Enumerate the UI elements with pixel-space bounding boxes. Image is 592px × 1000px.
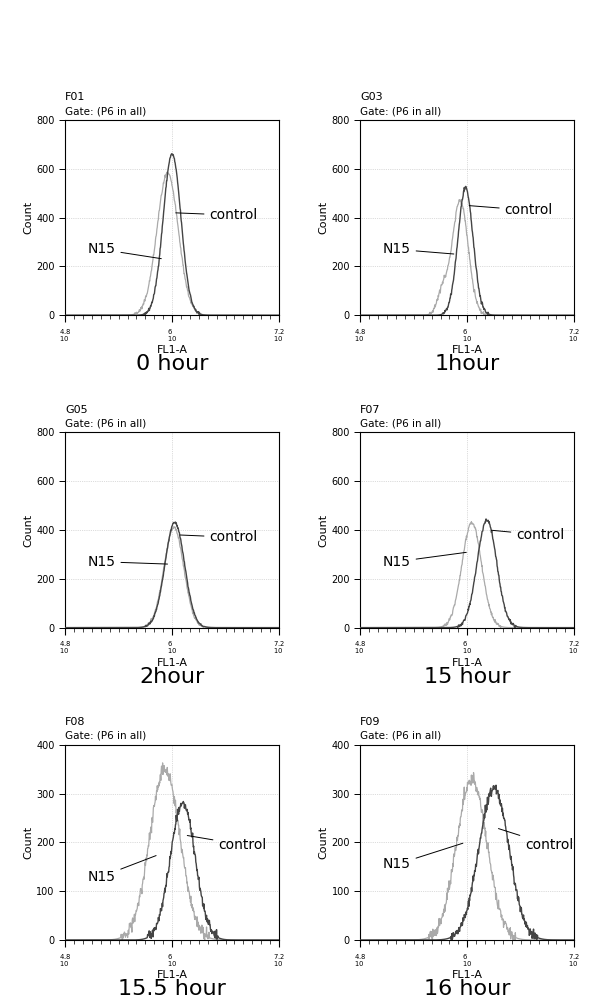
Text: N15: N15	[88, 242, 161, 259]
Y-axis label: Count: Count	[318, 826, 329, 859]
Text: 15 hour: 15 hour	[424, 667, 510, 687]
Text: N15: N15	[88, 555, 168, 569]
Y-axis label: Count: Count	[318, 201, 329, 234]
X-axis label: FL1-A: FL1-A	[156, 658, 188, 668]
Text: 1hour: 1hour	[435, 354, 500, 374]
Text: Gate: (P6 in all): Gate: (P6 in all)	[65, 731, 146, 741]
Y-axis label: Count: Count	[24, 201, 33, 234]
Text: N15: N15	[88, 856, 156, 884]
Text: Gate: (P6 in all): Gate: (P6 in all)	[361, 106, 442, 116]
Y-axis label: Count: Count	[24, 513, 33, 547]
Text: Gate: (P6 in all): Gate: (P6 in all)	[65, 418, 146, 428]
Text: 2hour: 2hour	[140, 667, 205, 687]
Text: control: control	[469, 203, 553, 217]
Text: F09: F09	[361, 717, 381, 727]
X-axis label: FL1-A: FL1-A	[452, 345, 483, 355]
X-axis label: FL1-A: FL1-A	[452, 970, 483, 980]
X-axis label: FL1-A: FL1-A	[452, 658, 483, 668]
Text: N15: N15	[382, 242, 454, 256]
Text: 15.5 hour: 15.5 hour	[118, 979, 226, 999]
Text: control: control	[187, 836, 266, 852]
Text: 0 hour: 0 hour	[136, 354, 208, 374]
Text: Gate: (P6 in all): Gate: (P6 in all)	[361, 731, 442, 741]
Text: control: control	[491, 528, 565, 542]
X-axis label: FL1-A: FL1-A	[156, 970, 188, 980]
Text: F08: F08	[65, 717, 86, 727]
Text: N15: N15	[382, 843, 463, 871]
Text: Gate: (P6 in all): Gate: (P6 in all)	[361, 418, 442, 428]
Text: control: control	[180, 530, 258, 544]
Y-axis label: Count: Count	[24, 826, 33, 859]
Text: Gate: (P6 in all): Gate: (P6 in all)	[65, 106, 146, 116]
X-axis label: FL1-A: FL1-A	[156, 345, 188, 355]
Text: N15: N15	[382, 552, 466, 569]
Text: control: control	[498, 829, 574, 852]
Y-axis label: Count: Count	[318, 513, 329, 547]
Text: F07: F07	[361, 405, 381, 415]
Text: G05: G05	[65, 405, 88, 415]
Text: G03: G03	[361, 92, 383, 102]
Text: 16 hour: 16 hour	[424, 979, 510, 999]
Text: F01: F01	[65, 92, 85, 102]
Text: control: control	[176, 208, 258, 222]
